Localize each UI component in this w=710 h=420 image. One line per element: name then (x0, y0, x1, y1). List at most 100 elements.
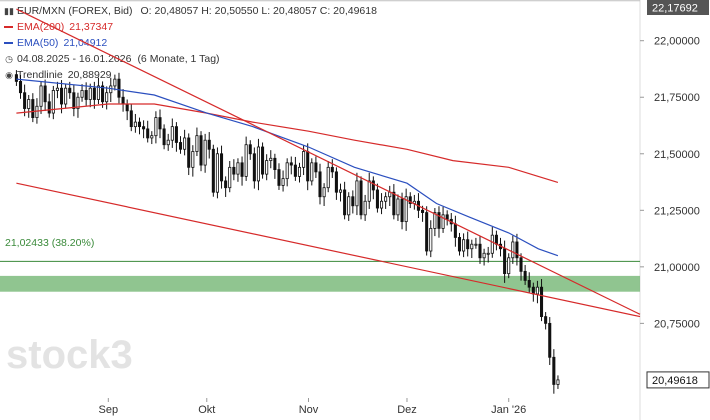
candle-body (92, 87, 96, 100)
candle-body (207, 139, 211, 150)
price-axis[interactable]: 22,00000 21,75000 21,50000 21,25000 21,00000… (640, 0, 710, 389)
time-axis[interactable]: Sep Okt Nov Dez Jan '26 (99, 398, 527, 416)
candle (474, 237, 478, 249)
candle-body (392, 191, 396, 216)
candle-body (72, 92, 76, 109)
candle-body (68, 87, 72, 94)
candle (527, 272, 531, 294)
candle (367, 172, 371, 209)
candle-body (240, 162, 244, 177)
candle-body (453, 223, 457, 238)
legend-ohlc: O: 20,48057 H: 20,50550 L: 20,48057 C: 2… (140, 5, 377, 17)
legend-ema200-row[interactable]: EMA(200) 21,37347 (4, 19, 377, 35)
candle (433, 208, 437, 237)
candle-body (158, 117, 162, 130)
legend-ema200-label: EMA(200) (17, 21, 65, 33)
candle (248, 140, 252, 160)
candle (256, 138, 260, 191)
candle-body (367, 180, 371, 202)
candle (380, 193, 384, 215)
candle-body (511, 241, 515, 259)
chart-legend: ▮▮ EUR/MXN (FOREX, Bid) O: 20,48057 H: 2… (4, 3, 377, 83)
candle (289, 156, 293, 175)
candle (388, 185, 392, 207)
price-tick-label: 22,00000 (654, 36, 700, 48)
candle (76, 92, 80, 118)
candle (117, 72, 121, 104)
candle (273, 153, 277, 179)
candle (338, 183, 343, 202)
legend-range-row: ◷ 04.08.2025 - 16.01.2026 (6 Monate, 1 T… (4, 51, 377, 67)
candle (96, 77, 100, 105)
candle (39, 81, 43, 114)
candle (170, 118, 174, 148)
candle (195, 127, 199, 157)
candle-body (174, 126, 178, 143)
candle-body (384, 196, 388, 202)
candle (236, 158, 240, 182)
time-tick-label: Okt (198, 404, 215, 416)
candle (322, 183, 326, 207)
candle (252, 147, 256, 189)
candle (121, 89, 125, 112)
candle-body (96, 85, 100, 100)
candle-body (322, 187, 326, 198)
time-tick-label: Nov (299, 404, 319, 416)
candle-body (445, 214, 449, 220)
candle-body (178, 142, 183, 150)
candle-body (388, 191, 392, 198)
candle-body (105, 92, 109, 103)
watermark-logo: stock3 (6, 333, 133, 377)
candle (511, 235, 515, 264)
candle (269, 150, 273, 169)
candle-body (330, 166, 334, 173)
candle-body (125, 103, 129, 112)
support-zone-layer (0, 275, 640, 292)
candle (137, 117, 142, 135)
candle-body (265, 160, 269, 175)
price-tick-label: 21,25000 (654, 205, 700, 217)
candle (150, 131, 154, 145)
candle (523, 265, 527, 285)
candle (64, 83, 68, 109)
candle-body (232, 166, 236, 175)
candle-body (503, 248, 507, 275)
trendline-1 (16, 8, 641, 315)
candle (14, 70, 18, 86)
candle (109, 77, 113, 102)
candle-body (494, 234, 498, 245)
candle (330, 159, 334, 178)
candle-body (396, 198, 400, 216)
candle-body (421, 209, 425, 213)
price-tick-label: 21,00000 (654, 262, 700, 274)
candle-body (60, 87, 64, 105)
candle-body (256, 146, 260, 182)
candle-body (166, 139, 170, 146)
candle-body (408, 196, 412, 204)
ema200-line (16, 103, 559, 183)
target-icon: ◉ (5, 70, 13, 80)
time-tick-label: Sep (99, 404, 119, 416)
candle (178, 136, 183, 154)
candle (552, 349, 556, 394)
candle-body (334, 171, 338, 193)
price-tick-label: 21,75000 (654, 92, 700, 104)
candle-body (285, 162, 289, 180)
candle-body (269, 157, 273, 161)
candle-body (113, 78, 117, 87)
candle-body (47, 101, 51, 114)
candle-body (133, 121, 137, 128)
candle (240, 156, 244, 186)
legend-trend-row[interactable]: ◉ Trendlinie 20,88929 (4, 67, 377, 83)
candle (425, 206, 429, 256)
candle (396, 194, 400, 221)
candle-body (281, 178, 285, 186)
candle (220, 145, 224, 189)
candle (535, 280, 539, 304)
candle (441, 206, 445, 233)
candle (174, 122, 178, 152)
candle (548, 317, 552, 365)
legend-ema200-value: 21,37347 (69, 21, 114, 33)
candle-body (478, 243, 482, 259)
